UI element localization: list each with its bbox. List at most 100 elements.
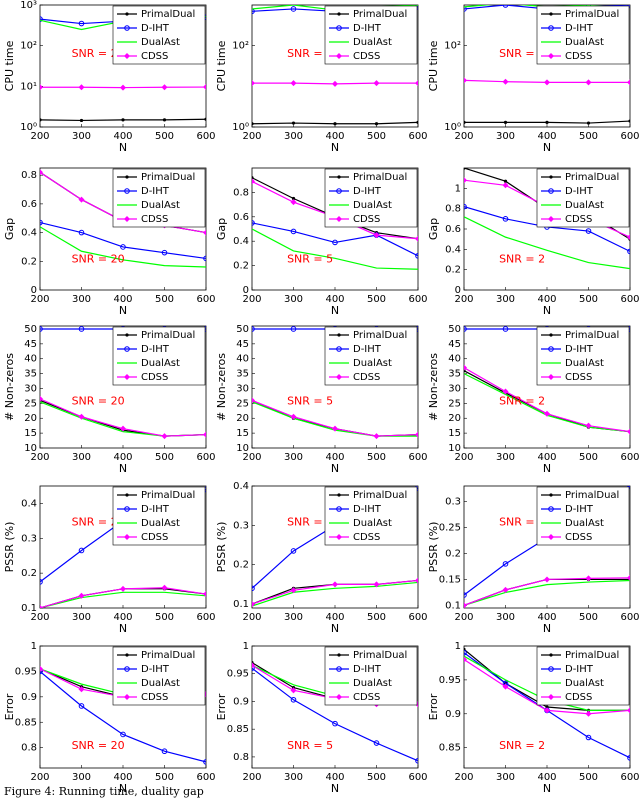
y-tick-label: 25 bbox=[236, 398, 249, 409]
annotation: SNR = 5 bbox=[287, 516, 333, 529]
y-tick-label: 35 bbox=[24, 369, 37, 380]
marker bbox=[40, 84, 43, 91]
marker bbox=[40, 395, 43, 402]
x-tick-label: 500 bbox=[367, 131, 386, 142]
marker bbox=[40, 118, 42, 122]
x-tick-label: 200 bbox=[242, 612, 261, 623]
series-line bbox=[464, 579, 630, 606]
marker bbox=[40, 579, 43, 585]
marker bbox=[585, 79, 592, 86]
marker bbox=[415, 577, 418, 584]
marker bbox=[415, 235, 418, 242]
x-tick-label: 600 bbox=[196, 131, 215, 142]
marker bbox=[332, 425, 338, 432]
y-axis-label: CPU time bbox=[215, 40, 228, 91]
marker bbox=[502, 586, 509, 593]
legend-label: DualAst bbox=[141, 518, 180, 529]
marker bbox=[464, 177, 467, 184]
y-tick-label: 0 bbox=[31, 285, 37, 296]
x-tick-label: 500 bbox=[367, 612, 386, 623]
legend-label: PrimalDual bbox=[565, 9, 619, 20]
legend-label: DualAst bbox=[565, 678, 604, 689]
x-tick-label: 400 bbox=[113, 452, 132, 463]
marker bbox=[78, 413, 85, 420]
caption: Figure 4: Running time, duality gap bbox=[4, 785, 204, 798]
x-tick-label: 200 bbox=[454, 294, 473, 305]
marker bbox=[161, 433, 168, 440]
y-tick-label: 10 bbox=[236, 443, 249, 454]
legend-label: D-IHT bbox=[141, 186, 170, 197]
y-tick-label: 10 bbox=[24, 443, 37, 454]
legend-marker bbox=[336, 694, 342, 700]
marker bbox=[120, 244, 126, 250]
legend-label: PrimalDual bbox=[353, 330, 407, 341]
x-axis-label: N bbox=[119, 462, 127, 475]
y-axis-label: Gap bbox=[215, 218, 228, 240]
marker bbox=[40, 326, 43, 332]
x-axis-label: N bbox=[543, 782, 551, 795]
legend-marker bbox=[124, 666, 130, 672]
subplot: 10 15 20 25 30 35 40 45 50 200 300 400 500 600 N # Non-… bbox=[427, 324, 640, 475]
marker bbox=[252, 601, 255, 608]
marker bbox=[203, 431, 206, 438]
marker bbox=[252, 397, 255, 404]
x-tick-label: 600 bbox=[408, 452, 427, 463]
legend-label: DualAst bbox=[565, 518, 604, 529]
legend-label: DualAst bbox=[353, 358, 392, 369]
y-tick-label: 0 bbox=[455, 285, 461, 296]
y-tick-label: 0.2 bbox=[233, 560, 249, 571]
y-tick-label: 20 bbox=[448, 413, 461, 424]
marker bbox=[252, 176, 254, 180]
marker bbox=[252, 178, 255, 185]
y-tick-label: 0.1 bbox=[21, 603, 37, 614]
marker bbox=[252, 665, 255, 671]
marker bbox=[502, 5, 509, 8]
x-axis-label: N bbox=[119, 622, 127, 635]
annotation: SNR = 5 bbox=[287, 739, 333, 752]
y-tick-label: 0.9 bbox=[21, 692, 37, 703]
y-tick-label: 0.2 bbox=[21, 256, 37, 267]
legend-label: PrimalDual bbox=[141, 172, 195, 183]
legend-label: PrimalDual bbox=[353, 9, 407, 20]
legend-marker bbox=[548, 53, 554, 59]
x-axis-label: N bbox=[119, 782, 127, 795]
y-tick-label: 0.95 bbox=[15, 666, 37, 677]
y-tick-label: 0.6 bbox=[445, 224, 461, 235]
x-axis-label: N bbox=[543, 462, 551, 475]
y-axis-label: # Non-zeros bbox=[427, 353, 440, 421]
marker bbox=[203, 591, 206, 598]
x-tick-label: 300 bbox=[284, 452, 303, 463]
y-tick-label: 0.95 bbox=[227, 669, 249, 680]
marker bbox=[627, 755, 630, 761]
legend-marker bbox=[124, 216, 130, 222]
annotation: SNR = 2 bbox=[499, 395, 545, 408]
legend-label: D-IHT bbox=[141, 664, 170, 675]
legend-label: CDSS bbox=[353, 214, 380, 225]
x-axis-label: N bbox=[331, 141, 339, 154]
legend-box bbox=[324, 5, 418, 65]
annotation: SNR = 5 bbox=[287, 253, 333, 266]
x-tick-label: 600 bbox=[620, 131, 639, 142]
legend-marker bbox=[336, 374, 342, 380]
y-axis-label: # Non-zeros bbox=[3, 353, 16, 421]
marker bbox=[120, 84, 126, 91]
marker bbox=[203, 84, 206, 91]
legend-marker bbox=[125, 493, 129, 497]
y-tick-label: 0.95 bbox=[439, 675, 461, 686]
x-tick-label: 600 bbox=[408, 294, 427, 305]
marker bbox=[78, 20, 85, 27]
legend-label: DualAst bbox=[565, 37, 604, 48]
legend-label: DualAst bbox=[141, 200, 180, 211]
annotation: SNR = 5 bbox=[287, 47, 333, 60]
legend-label: DualAst bbox=[565, 200, 604, 211]
marker bbox=[544, 707, 550, 714]
legend-marker bbox=[548, 346, 554, 352]
y-axis-label: # Non-zeros bbox=[215, 353, 228, 421]
marker bbox=[252, 220, 255, 226]
marker bbox=[585, 575, 592, 582]
y-tick-label: 25 bbox=[24, 398, 37, 409]
legend-marker bbox=[336, 506, 342, 512]
y-tick-label: 0.25 bbox=[439, 523, 461, 534]
y-tick-label: 10² bbox=[444, 41, 461, 52]
marker bbox=[627, 79, 630, 86]
